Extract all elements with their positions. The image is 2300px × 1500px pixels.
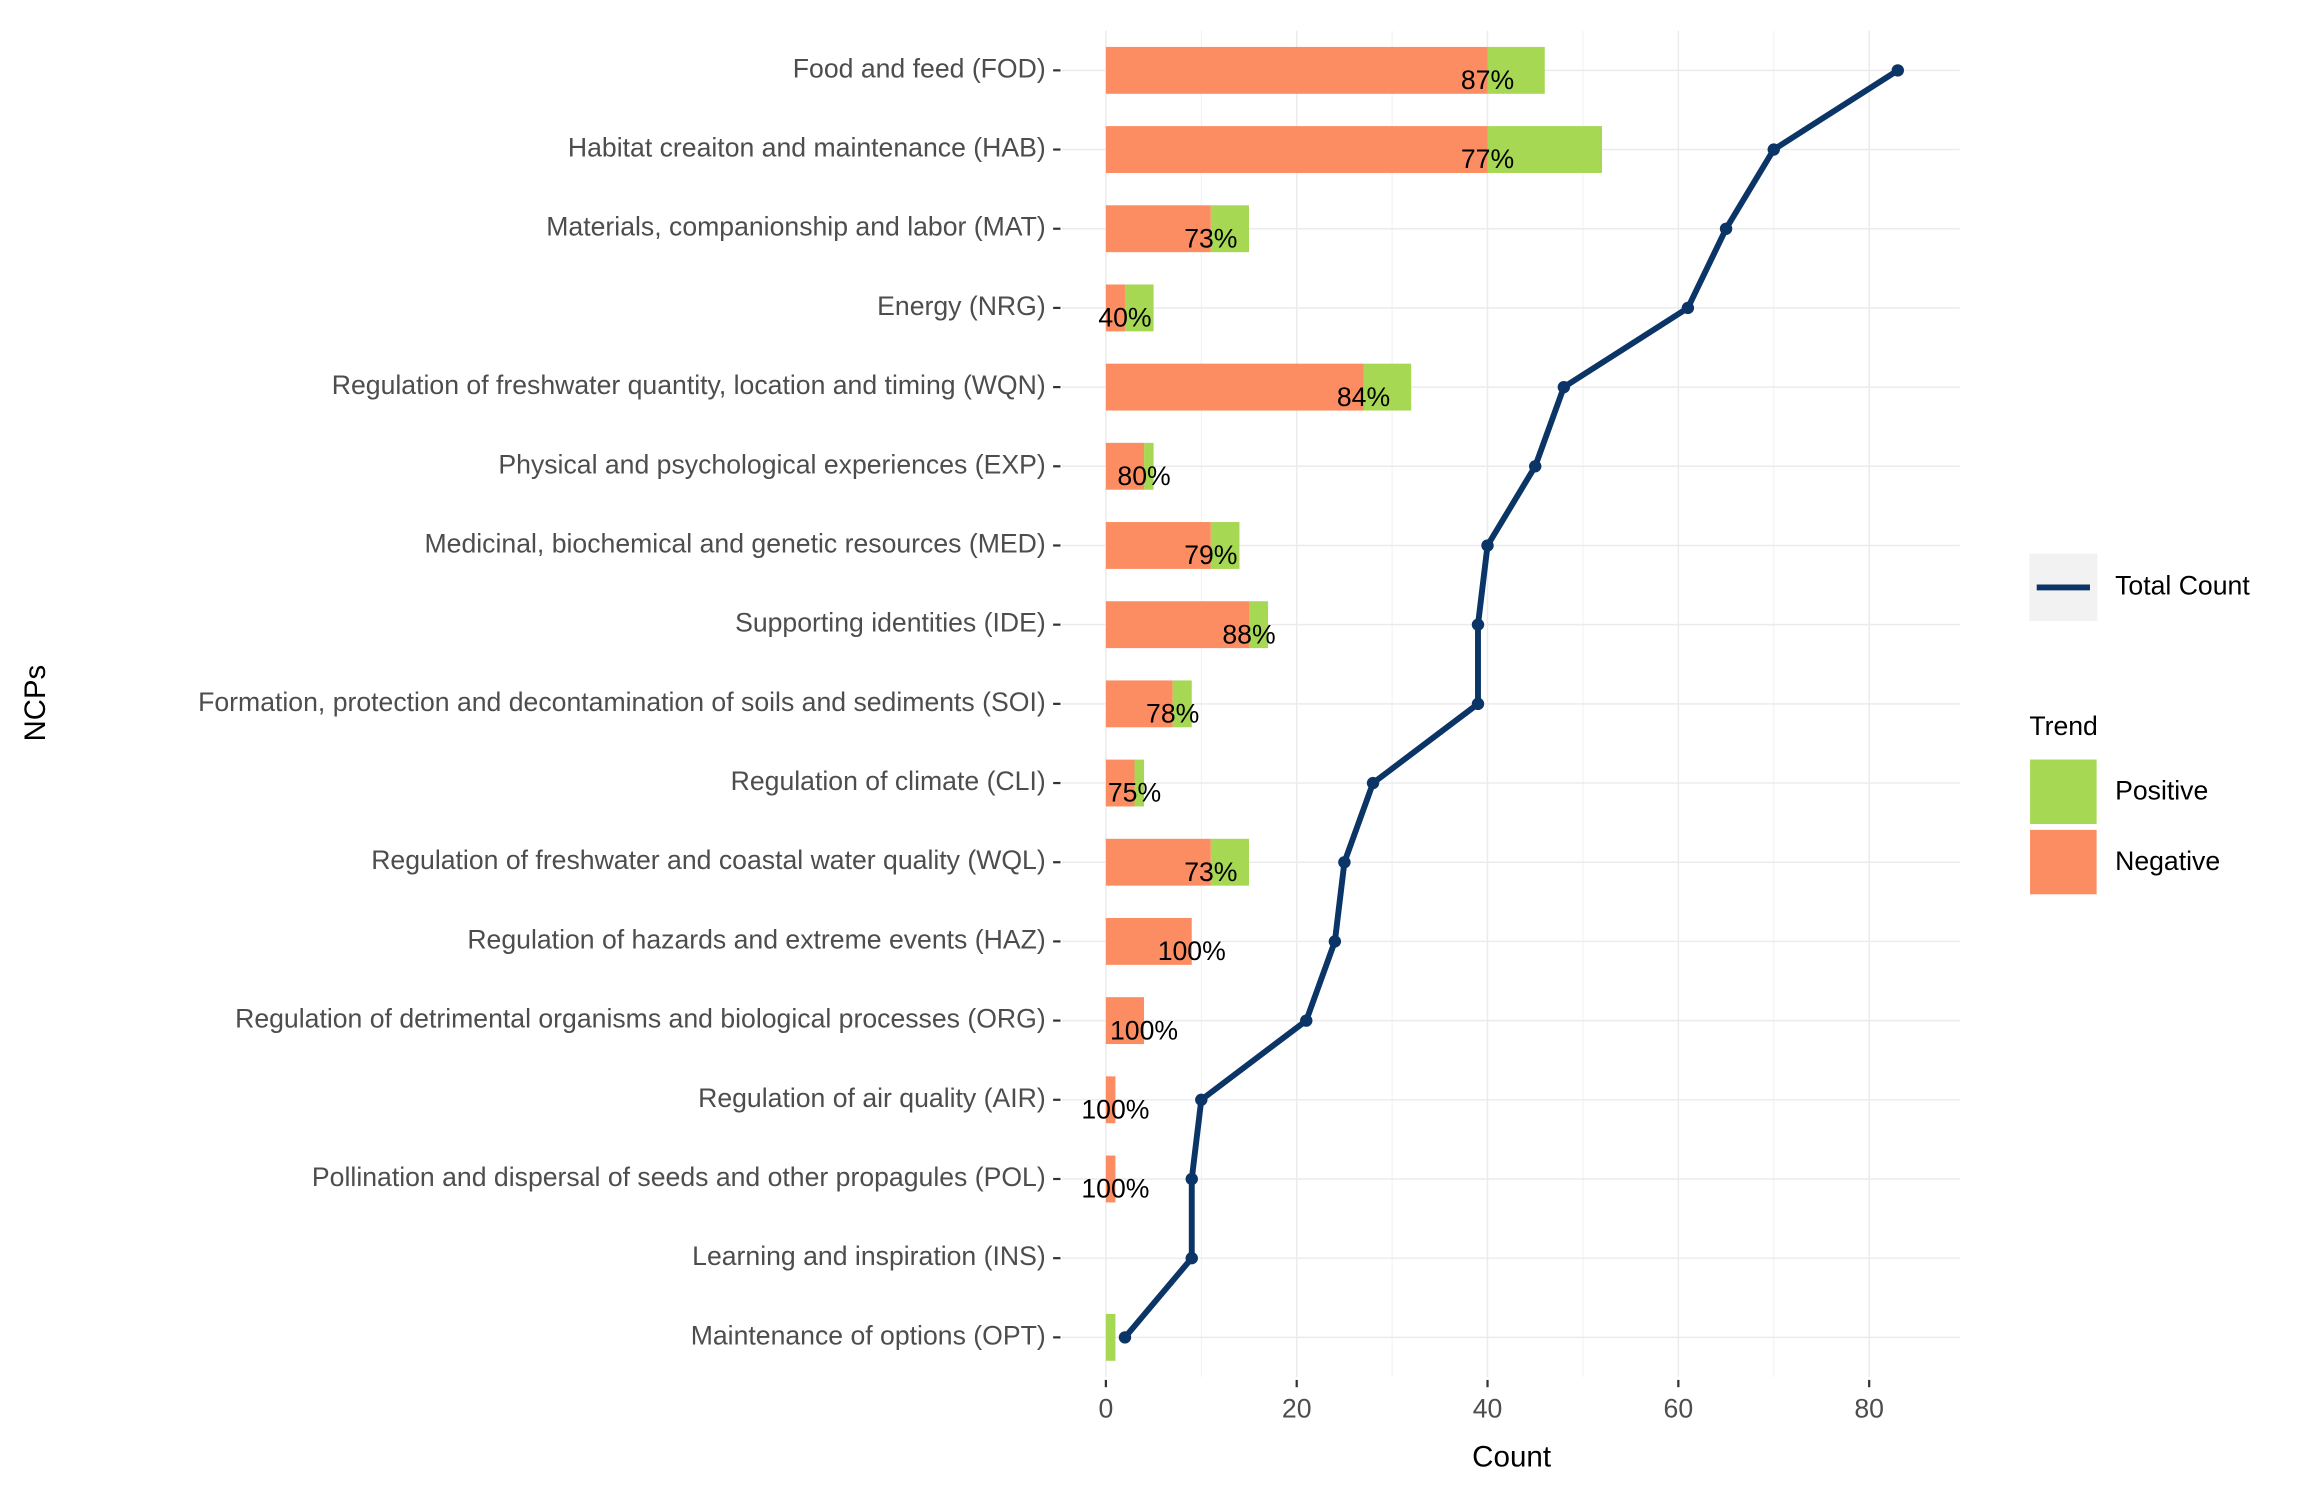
line-point [1300,1014,1313,1027]
line-point [1767,143,1780,156]
bar-segment [1105,363,1364,411]
bar-segment [1105,680,1173,728]
x-tick-label: 0 [1098,1394,1113,1424]
bar-segment [1105,205,1211,253]
line-point [1185,1172,1198,1186]
y-tick-label: Habitat creaiton and maintenance (HAB) [568,133,1046,163]
value-label: 78% [1146,699,1199,729]
bar-segment [1105,917,1192,965]
x-tick-label: 20 [1282,1394,1312,1424]
marks: 87% 77% 73% 40% 84% 80% 79% 88% 78% 75% 73% 100% 100… [1081,46,1905,1361]
line-point [1681,301,1695,315]
y-tick-label: Regulation of hazards and extreme events… [467,925,1045,955]
legend-swatch [2028,758,2099,826]
line-point [1328,935,1342,948]
line-point [1195,1093,1208,1106]
y-tick-label: Medicinal, biochemical and genetic resou… [425,529,1046,559]
y-tick-label: Maintenance of options (OPT) [691,1320,1046,1350]
value-label: 73% [1184,224,1237,254]
grid: 0 20 40 60 80 Food and feed (FOD) Habitat crea… [198,30,1960,1424]
y-tick-label: Regulation of freshwater and coastal wat… [371,845,1046,875]
bar-segment [1210,838,1249,886]
y-tick-label: Regulation of climate (CLI) [731,766,1046,796]
bar-segment [1144,442,1154,490]
bar-segment [1487,126,1603,173]
value-label: 84% [1337,382,1390,412]
y-tick-label: Regulation of freshwater quantity, locat… [332,370,1046,400]
value-label: 40% [1098,303,1151,333]
legend-label: Negative [2115,846,2220,876]
y-axis-title: NCPs [19,665,52,741]
x-tick-label: 80 [1854,1394,1884,1424]
y-tick-label: Formation, protection and decontaminatio… [198,687,1046,717]
y-tick-label: Food and feed (FOD) [793,53,1046,83]
value-label: 73% [1184,857,1237,887]
bar-segment [1105,284,1125,332]
line-point [1471,618,1485,631]
line-point [1719,222,1733,235]
value-label: 100% [1158,936,1226,966]
bar-segment [1105,759,1135,807]
x-tick-label: 40 [1473,1394,1503,1424]
y-tick-label: Supporting identities (IDE) [735,608,1046,638]
line-point [1481,539,1494,552]
bar-segment [1105,442,1145,490]
line-point [1891,64,1905,77]
y-tick-label: Physical and psychological experiences (… [498,449,1045,479]
bar-segment [1363,363,1412,411]
value-label: 77% [1461,144,1514,174]
legend-label: Total Count [2115,570,2250,600]
bar-segment [1105,1155,1116,1203]
bar-segment [1105,46,1488,94]
bar-segment [1210,205,1249,253]
legend-label: Positive [2115,776,2208,806]
line-point [1118,1331,1132,1344]
line-point [1557,380,1571,394]
value-label: 87% [1461,65,1514,95]
bar-segment [1105,997,1145,1045]
y-tick-label: Regulation of detrimental organisms and … [235,1004,1046,1034]
bar-segment [1487,46,1545,94]
bar-segment [1105,1313,1116,1361]
legend-title: Trend [2029,711,2098,741]
legend: Trend Total Count Positive Negative [2028,553,2250,896]
bar-segment [1248,601,1269,649]
bar-segment [1105,838,1211,886]
value-label: 100% [1110,1015,1178,1045]
bar-segment [1124,284,1154,332]
y-tick-label: Pollination and dispersal of seeds and o… [312,1162,1046,1192]
line-point [1366,776,1380,790]
line-point [1185,1252,1198,1265]
bar-segment [1134,759,1145,807]
value-label: 100% [1081,1174,1149,1204]
value-label: 100% [1081,1095,1149,1125]
x-axis-title: Count [1472,1441,1551,1474]
value-label: 75% [1108,778,1161,808]
x-tick-label: 60 [1664,1394,1694,1424]
bar-segment [1105,126,1488,173]
value-label: 80% [1117,461,1170,491]
value-label: 79% [1184,540,1237,570]
y-tick-label: Learning and inspiration (INS) [692,1241,1046,1271]
y-tick-label: Regulation of air quality (AIR) [698,1083,1046,1113]
line-point [1529,460,1542,473]
legend-swatch [2028,828,2099,896]
bar-segment [1172,680,1192,728]
value-label: 88% [1222,619,1275,649]
line-point [1338,856,1351,869]
y-tick-label: Materials, companionship and labor (MAT) [546,212,1045,242]
bar-segment [1105,522,1211,569]
bar-segment [1210,522,1240,569]
bar-segment [1105,601,1249,649]
y-tick-label: Energy (NRG) [877,291,1046,321]
line-point [1471,697,1485,711]
bar-segment [1105,1076,1116,1124]
